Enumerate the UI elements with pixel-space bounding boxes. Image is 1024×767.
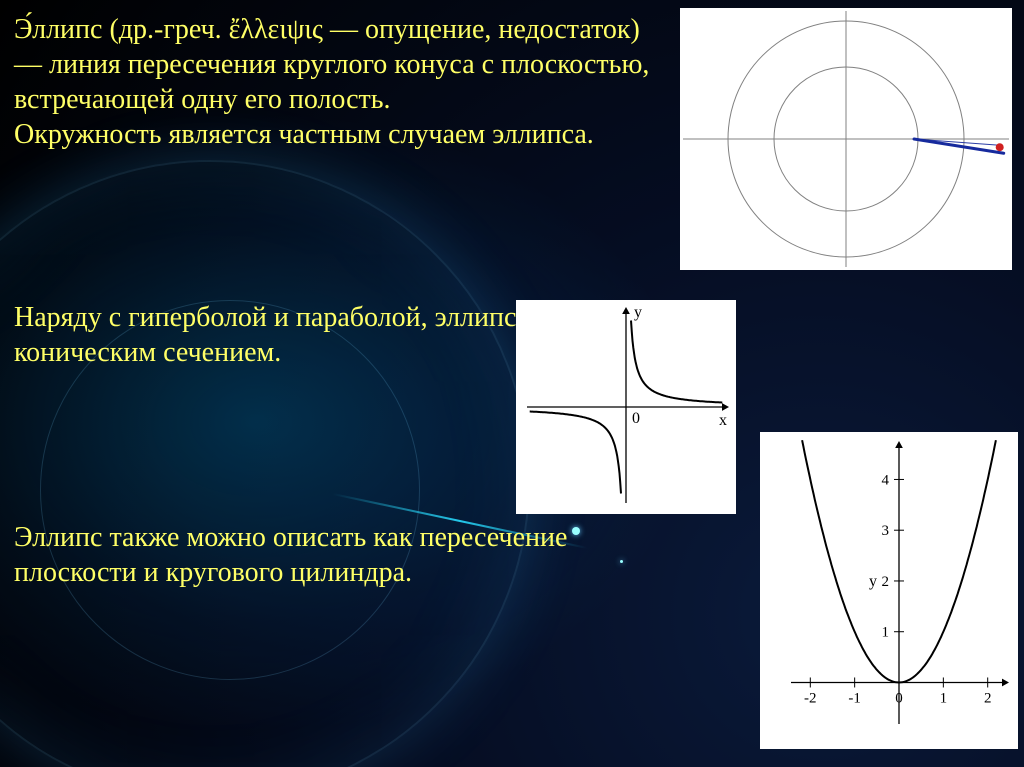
decorative-ring — [0, 160, 530, 767]
svg-text:1: 1 — [940, 690, 948, 706]
svg-text:x: x — [719, 412, 727, 429]
svg-text:2: 2 — [984, 690, 992, 706]
paragraph-3: Эллипс также можно описать как пересечен… — [14, 520, 634, 590]
svg-text:y: y — [634, 304, 642, 321]
svg-text:2: 2 — [882, 574, 890, 590]
svg-text:0: 0 — [895, 690, 903, 706]
svg-text:0: 0 — [632, 410, 640, 427]
ellipse-svg — [683, 11, 1009, 267]
svg-text:4: 4 — [882, 472, 890, 488]
parabola-svg: -2 -1 0 1 2 1 2 3 4 y — [763, 435, 1015, 746]
svg-text:-1: -1 — [848, 690, 861, 706]
hyperbola-svg: y x 0 — [519, 303, 733, 511]
svg-text:3: 3 — [882, 523, 890, 539]
figure-hyperbola: y x 0 — [516, 300, 736, 514]
svg-text:-2: -2 — [804, 690, 817, 706]
figure-parabola: -2 -1 0 1 2 1 2 3 4 y — [760, 432, 1018, 749]
svg-text:y: y — [869, 573, 877, 590]
svg-text:1: 1 — [882, 625, 890, 641]
paragraph-1: Э́ллипс (др.-греч. ἔλλειψις — опущение, … — [14, 12, 654, 152]
figure-ellipse — [680, 8, 1012, 270]
